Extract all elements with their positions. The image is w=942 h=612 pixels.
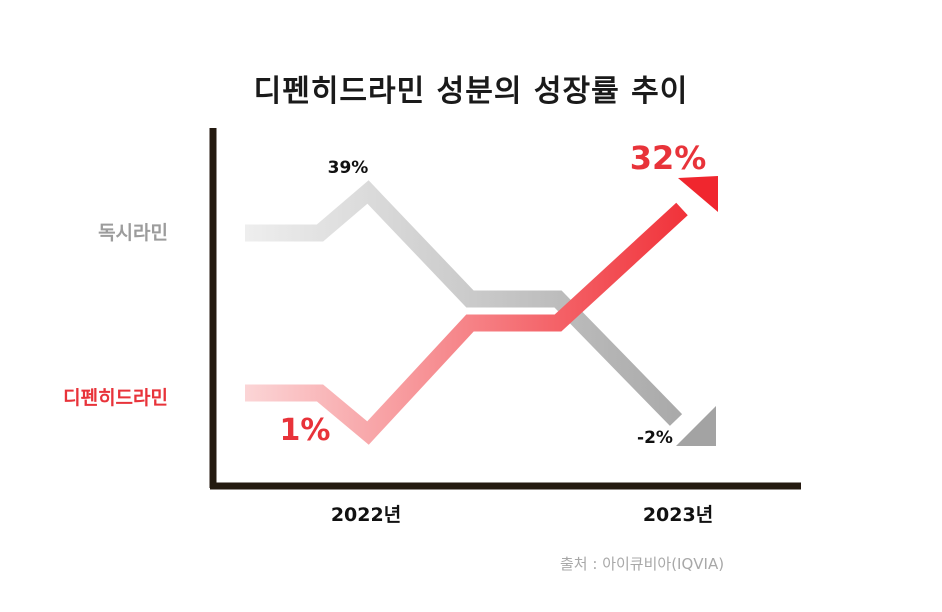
- series-arrow-doxylamine: [676, 406, 716, 446]
- x-tick-label-2022: 2022년: [330, 504, 402, 526]
- x-tick-label-2023: 2023년: [642, 504, 714, 526]
- series-line-doxylamine: [245, 180, 683, 426]
- data-label-diphenhydramine-2022: 1%: [280, 413, 331, 448]
- legend-label-doxylamine: 독시라민: [98, 222, 168, 244]
- series-line-diphenhydramine: [245, 202, 688, 445]
- legend-label-diphenhydramine: 디펜히드라민: [63, 387, 168, 409]
- chart-title: 디펜히드라민 성분의 성장률 추이: [253, 74, 689, 109]
- data-label-doxylamine-2022: 39%: [328, 158, 369, 178]
- source-note: 출처 : 아이큐비아(IQVIA): [560, 555, 725, 573]
- series-arrow-diphenhydramine: [678, 176, 718, 212]
- data-label-doxylamine-2023: -2%: [637, 428, 673, 448]
- data-label-diphenhydramine-2023: 32%: [630, 139, 707, 177]
